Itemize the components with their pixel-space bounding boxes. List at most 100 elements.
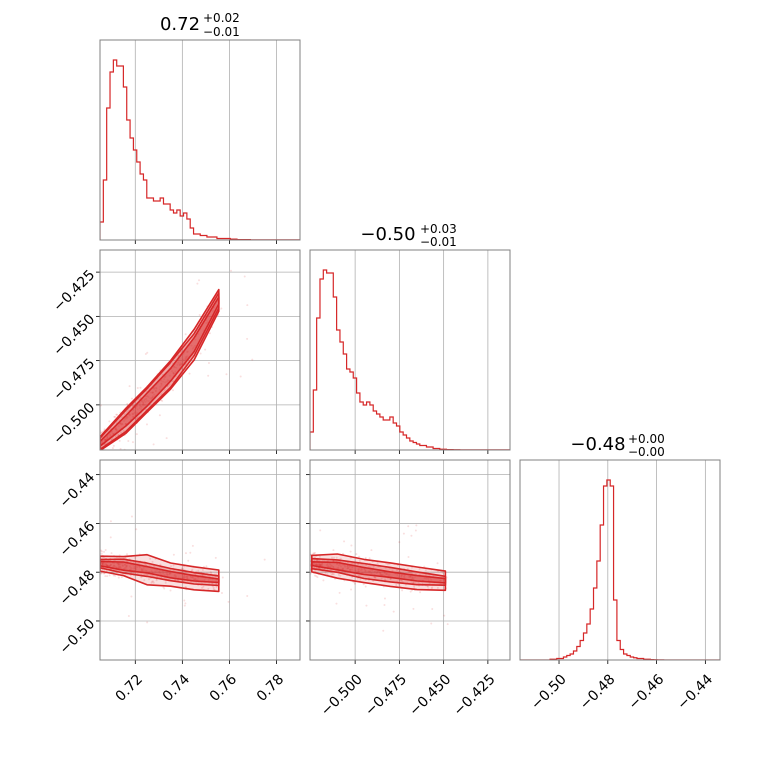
histogram-step-line [520, 479, 720, 660]
scatter-point [105, 564, 108, 567]
scatter-point [125, 564, 128, 567]
scatter-point [335, 602, 338, 605]
scatter-point [172, 372, 175, 375]
scatter-point [329, 566, 332, 569]
scatter-point [127, 440, 130, 443]
contour-group [97, 515, 266, 624]
title-param-0-plus: +0.02 [203, 11, 240, 25]
scatter-point [191, 347, 194, 350]
scatter-point [371, 569, 374, 572]
panel-frame [99, 39, 301, 241]
y-tick-label: −0.450 [50, 311, 98, 359]
x-tick-label: −0.475 [362, 671, 410, 719]
scatter-point [133, 565, 136, 568]
scatter-point [97, 567, 99, 569]
scatter-point [166, 574, 169, 577]
scatter-point [353, 563, 356, 566]
scatter-point [138, 407, 141, 410]
scatter-point [173, 574, 176, 577]
scatter-point [306, 551, 308, 553]
scatter-point [159, 563, 162, 566]
scatter-point [132, 412, 135, 415]
scatter-point [168, 572, 171, 575]
scatter-point [424, 573, 427, 576]
contour-level-3 [100, 288, 220, 450]
scatter-point [172, 553, 175, 556]
scatter-point [140, 576, 143, 579]
y-tick-label: −0.48 [57, 567, 99, 609]
scatter-point [184, 552, 187, 555]
scatter-point [142, 403, 145, 406]
scatter-point [121, 565, 124, 568]
scatter-point [158, 468, 160, 470]
scatter-point [186, 575, 189, 578]
scatter-point [153, 393, 156, 396]
scatter-point [117, 566, 120, 569]
scatter-point [409, 572, 412, 575]
title-param-1-plus: +0.03 [420, 222, 457, 236]
histogram-panel-0 [99, 39, 301, 244]
x-tick-label: 0.78 [254, 671, 287, 704]
scatter-point [194, 338, 197, 341]
scatter-point [98, 436, 100, 438]
scatter-point [117, 425, 120, 428]
scatter-point [198, 314, 201, 317]
scatter-point [324, 571, 327, 574]
scatter-point [151, 580, 154, 583]
scatter-point [97, 562, 99, 564]
scatter-point [318, 564, 321, 567]
title-param-0-minus: −0.01 [203, 25, 240, 39]
scatter-point [98, 437, 100, 439]
scatter-point [105, 563, 108, 566]
scatter-point [201, 569, 204, 572]
scatter-point [199, 352, 202, 355]
histogram-bin [393, 423, 396, 450]
scatter-point [114, 426, 117, 429]
scatter-point [117, 576, 120, 579]
scatter-point [346, 564, 349, 567]
scatter-point [119, 563, 122, 566]
scatter-point [118, 475, 120, 477]
scatter-point [319, 564, 322, 567]
scatter-point [97, 443, 99, 445]
scatter-point [210, 572, 213, 575]
scatter-point [169, 572, 172, 575]
scatter-point [172, 569, 175, 572]
scatter-point [411, 576, 414, 579]
scatter-point [119, 565, 122, 568]
scatter-point [154, 390, 157, 393]
scatter-point [103, 438, 106, 441]
scatter-point [110, 552, 113, 555]
scatter-point [207, 361, 210, 364]
scatter-point [306, 576, 308, 578]
scatter-point [160, 379, 163, 382]
scatter-point [332, 565, 335, 568]
scatter-point [123, 563, 126, 566]
scatter-point [104, 563, 107, 566]
scatter-point [112, 432, 115, 435]
scatter-point [174, 575, 177, 578]
scatter-point [98, 452, 100, 454]
scatter-point [185, 356, 188, 359]
histogram-bin [133, 150, 136, 240]
scatter-point [166, 379, 169, 382]
scatter-point [183, 574, 186, 577]
title-param-1: −0.50 [360, 224, 415, 245]
scatter-point [341, 567, 344, 570]
scatter-point [190, 344, 193, 347]
scatter-point [111, 437, 114, 440]
histogram-bin [387, 420, 390, 450]
scatter-point [339, 574, 342, 577]
scatter-point [191, 544, 194, 547]
scatter-point [177, 576, 180, 579]
x-tick-label: −0.425 [451, 671, 499, 719]
contour-level-2 [100, 558, 220, 587]
histogram-bin [140, 174, 143, 240]
scatter-point [103, 569, 106, 572]
scatter-point [166, 573, 169, 576]
title-param-2-value: −0.48 [570, 434, 625, 455]
scatter-point [154, 570, 157, 573]
scatter-point [412, 607, 415, 610]
scatter-point [189, 575, 192, 578]
scatter-point [97, 438, 99, 440]
